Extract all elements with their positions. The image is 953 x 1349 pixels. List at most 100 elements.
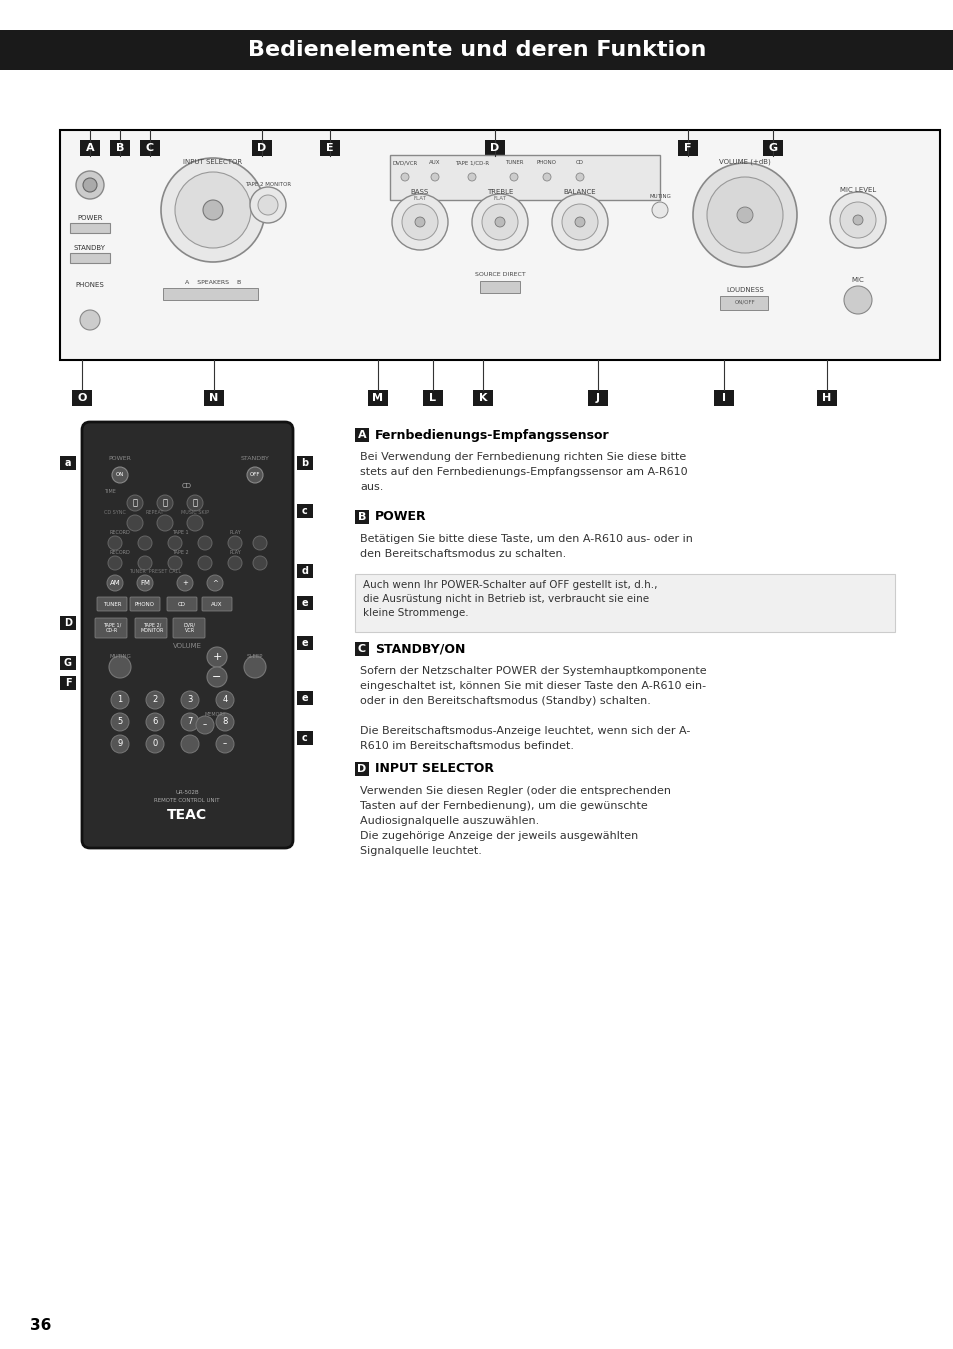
Text: TIME: TIME (104, 488, 116, 494)
Circle shape (651, 202, 667, 219)
Text: eingeschaltet ist, können Sie mit dieser Taste den A-R610 ein-: eingeschaltet ist, können Sie mit dieser… (359, 681, 705, 691)
Circle shape (253, 536, 267, 550)
Text: RECORD: RECORD (110, 530, 131, 536)
Circle shape (207, 648, 227, 666)
Circle shape (510, 173, 517, 181)
Text: 6: 6 (152, 718, 157, 727)
Circle shape (561, 204, 598, 240)
Text: D: D (257, 143, 266, 152)
Text: STANDBY/ON: STANDBY/ON (375, 642, 465, 656)
Text: d: d (301, 567, 308, 576)
Text: ON: ON (115, 472, 124, 478)
FancyBboxPatch shape (484, 140, 504, 156)
FancyBboxPatch shape (202, 598, 232, 611)
FancyBboxPatch shape (167, 598, 196, 611)
Text: c: c (302, 506, 308, 517)
FancyBboxPatch shape (140, 140, 160, 156)
Text: VOLUME: VOLUME (172, 643, 201, 649)
Circle shape (108, 556, 122, 571)
Text: PHONO: PHONO (135, 602, 154, 607)
Text: PHONO: PHONO (537, 161, 557, 166)
Text: Die zugehörige Anzeige der jeweils ausgewählten: Die zugehörige Anzeige der jeweils ausge… (359, 831, 638, 840)
Text: R610 im Bereitschaftsmodus befindet.: R610 im Bereitschaftsmodus befindet. (359, 741, 574, 751)
Text: ON/OFF: ON/OFF (734, 299, 755, 305)
Bar (60, 130, 939, 360)
FancyBboxPatch shape (816, 390, 836, 406)
Text: TUNER  PRESET CALL: TUNER PRESET CALL (129, 569, 181, 575)
Text: die Ausrüstung nicht in Betrieb ist, verbraucht sie eine: die Ausrüstung nicht in Betrieb ist, ver… (363, 594, 648, 604)
Circle shape (187, 515, 203, 532)
Circle shape (250, 188, 286, 223)
Text: G: G (64, 658, 71, 668)
Text: PLAY: PLAY (229, 550, 240, 554)
Circle shape (257, 196, 277, 214)
Text: ⏭: ⏭ (193, 499, 197, 507)
Bar (70, 254, 110, 263)
FancyBboxPatch shape (319, 140, 339, 156)
Text: −: − (213, 672, 221, 683)
FancyBboxPatch shape (355, 428, 369, 442)
Text: 9: 9 (117, 739, 123, 749)
Text: aus.: aus. (359, 482, 383, 492)
Text: TREBLE: TREBLE (486, 189, 513, 196)
Circle shape (83, 178, 97, 192)
Circle shape (843, 286, 871, 314)
FancyBboxPatch shape (713, 390, 733, 406)
FancyBboxPatch shape (130, 598, 160, 611)
Circle shape (198, 556, 212, 571)
Bar (390, 155, 659, 200)
Circle shape (829, 192, 885, 248)
Circle shape (80, 310, 100, 331)
Text: FM: FM (140, 580, 150, 585)
Circle shape (127, 515, 143, 532)
Circle shape (76, 171, 104, 200)
Circle shape (392, 194, 448, 250)
Circle shape (127, 495, 143, 511)
Text: Tasten auf der Fernbedienung), um die gewünschte: Tasten auf der Fernbedienung), um die ge… (359, 801, 647, 811)
Circle shape (174, 173, 251, 248)
Circle shape (146, 691, 164, 710)
FancyBboxPatch shape (296, 731, 313, 745)
Text: C: C (146, 143, 153, 152)
FancyBboxPatch shape (296, 456, 313, 469)
Circle shape (111, 691, 129, 710)
Text: AUX: AUX (429, 161, 440, 166)
Text: 3: 3 (187, 696, 193, 704)
Circle shape (138, 536, 152, 550)
Text: TAPE 1: TAPE 1 (172, 530, 188, 536)
FancyBboxPatch shape (172, 618, 205, 638)
Text: den Bereitschaftsmodus zu schalten.: den Bereitschaftsmodus zu schalten. (359, 549, 566, 558)
Circle shape (253, 556, 267, 571)
Circle shape (706, 177, 782, 254)
Text: TAPE 2 MONITOR: TAPE 2 MONITOR (245, 182, 291, 188)
Text: Fernbedienungs-Empfangssensor: Fernbedienungs-Empfangssensor (375, 429, 609, 441)
Text: MIC LEVEL: MIC LEVEL (839, 188, 875, 193)
Text: STANDBY: STANDBY (240, 456, 269, 461)
Text: oder in den Bereitschaftsmodus (Standby) schalten.: oder in den Bereitschaftsmodus (Standby)… (359, 696, 650, 706)
Text: BALANCE: BALANCE (563, 189, 596, 196)
Text: DVD/VCR: DVD/VCR (392, 161, 417, 166)
Text: MUSIC SKIP: MUSIC SKIP (181, 510, 209, 515)
Text: A: A (86, 143, 94, 152)
Circle shape (168, 556, 182, 571)
FancyBboxPatch shape (296, 505, 313, 518)
Text: STANDBY: STANDBY (74, 246, 106, 251)
Circle shape (472, 194, 527, 250)
FancyBboxPatch shape (355, 510, 369, 523)
Text: a: a (65, 459, 71, 468)
Text: e: e (301, 638, 308, 648)
Text: Audiosignalquelle auszuwählen.: Audiosignalquelle auszuwählen. (359, 816, 538, 826)
Text: MIC: MIC (851, 277, 863, 283)
Bar (720, 295, 767, 310)
Text: UR-502B: UR-502B (175, 789, 198, 795)
Bar (479, 281, 519, 293)
Circle shape (228, 536, 242, 550)
Circle shape (840, 202, 875, 237)
Text: Signalquelle leuchtet.: Signalquelle leuchtet. (359, 846, 481, 857)
Text: Die Bereitschaftsmodus-Anzeige leuchtet, wenn sich der A-: Die Bereitschaftsmodus-Anzeige leuchtet,… (359, 726, 690, 737)
FancyBboxPatch shape (60, 456, 76, 469)
Text: 4: 4 (222, 696, 228, 704)
Text: TAPE 1/CD-R: TAPE 1/CD-R (455, 161, 489, 166)
Text: LOUDNESS: LOUDNESS (725, 287, 763, 293)
FancyBboxPatch shape (71, 390, 91, 406)
